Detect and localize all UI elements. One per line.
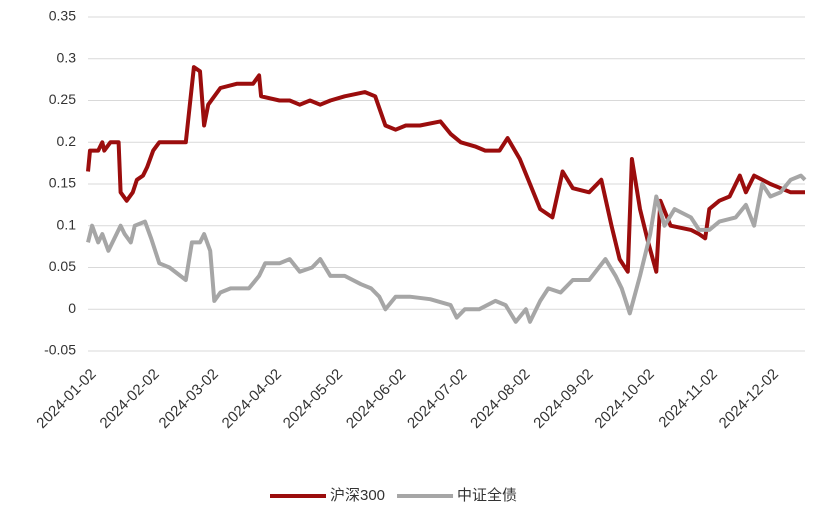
y-tick-label: 0.3 — [57, 49, 77, 65]
x-tick-label: 2024-10-02 — [591, 366, 657, 432]
x-tick-label: 2024-01-02 — [33, 366, 99, 432]
x-tick-label: 2024-08-02 — [467, 366, 533, 432]
x-tick-label: 2024-05-02 — [280, 366, 346, 432]
y-tick-label: 0.15 — [49, 175, 76, 191]
y-tick-label: 0 — [68, 300, 76, 316]
y-tick-label: -0.05 — [44, 342, 76, 358]
legend-label: 沪深300 — [330, 487, 385, 504]
legend-label: 中证全债 — [457, 486, 517, 504]
y-tick-label: 0.05 — [49, 258, 76, 274]
series-line — [86, 65, 805, 274]
series-line — [86, 173, 807, 324]
y-tick-label: 0.2 — [57, 133, 77, 149]
x-tick-label: 2024-02-02 — [96, 366, 162, 432]
x-tick-label: 2024-11-02 — [655, 366, 720, 431]
y-tick-label: 0.35 — [49, 8, 76, 24]
y-tick-label: 0.25 — [49, 91, 76, 107]
x-tick-label: 2024-06-02 — [343, 366, 409, 432]
x-tick-label: 2024-09-02 — [530, 366, 596, 432]
x-tick-label: 2024-12-02 — [716, 366, 782, 432]
x-tick-label: 2024-07-02 — [404, 366, 470, 432]
x-tick-label: 2024-03-02 — [156, 366, 222, 432]
x-tick-label: 2024-04-02 — [219, 366, 285, 432]
y-tick-label: 0.1 — [57, 216, 77, 232]
